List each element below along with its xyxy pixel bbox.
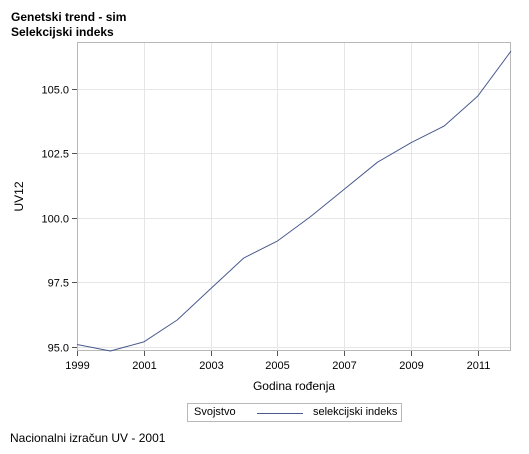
series-layer <box>76 50 512 352</box>
y-tick-label: 95.0 <box>48 343 69 355</box>
x-axis-title: Godina rođenja <box>253 379 335 393</box>
gridlines <box>77 42 511 351</box>
y-axis-title: UV12 <box>12 181 26 211</box>
y-tick-label: 102.5 <box>41 149 69 161</box>
line-chart: 1999 2001 2003 2005 2007 2009 2011 95.0 97.5 100.… <box>12 42 512 393</box>
chart-subtitle: Selekcijski indeks <box>11 25 114 39</box>
x-tick-label: 2011 <box>467 360 491 372</box>
series-line <box>76 50 512 352</box>
legend-title: Svojstvo <box>194 406 236 418</box>
legend: Svojstvo selekcijski indeks <box>187 403 402 422</box>
x-tick-label: 2001 <box>132 360 156 372</box>
x-tick-label: 2007 <box>332 360 356 372</box>
x-tick-label: 2005 <box>265 360 289 372</box>
legend-item-label: selekcijski indeks <box>313 406 398 418</box>
x-tick-label: 2009 <box>399 360 423 372</box>
axis-ticks: 1999 2001 2003 2005 2007 2009 2011 95.0 97.5 100.… <box>41 85 490 373</box>
y-tick-label: 100.0 <box>41 214 69 226</box>
x-tick-label: 2003 <box>199 360 223 372</box>
chart-title: Genetski trend - sim <box>11 10 127 24</box>
y-tick-label: 105.0 <box>41 85 69 97</box>
plot-area-frame <box>77 42 511 351</box>
footnote: Nacionalni izračun UV - 2001 <box>10 431 166 445</box>
y-tick-label: 97.5 <box>48 278 69 290</box>
legend-line-swatch <box>257 413 303 414</box>
x-tick-label: 1999 <box>65 360 89 372</box>
